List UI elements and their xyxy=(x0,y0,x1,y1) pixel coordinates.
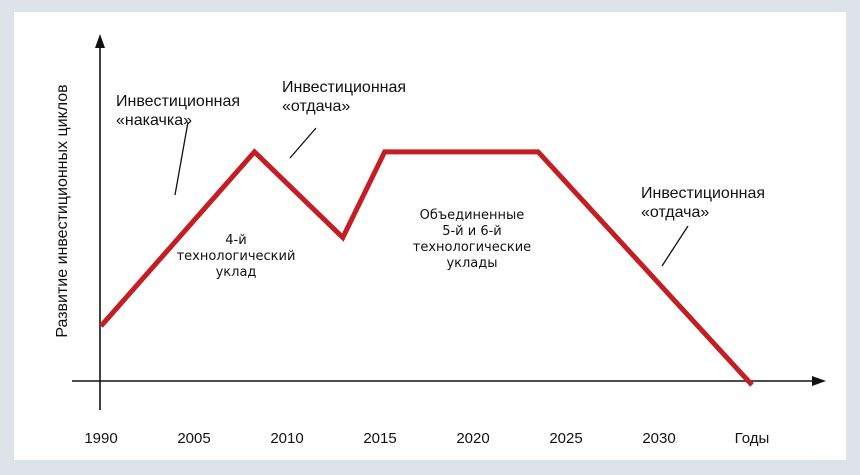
x-tick-labels: 1990 2005 2010 2015 2020 2025 2030 Годы xyxy=(84,430,769,447)
y-axis-label: Развитие инвестиционных циклов xyxy=(54,84,71,337)
annotation-pump-line2: «накачка» xyxy=(116,112,192,129)
annotation-pump-line1: Инвестиционная xyxy=(116,93,240,110)
x-tick-label: 2025 xyxy=(549,430,582,447)
region56-line4: уклады xyxy=(446,256,497,271)
annotation-return2-line2: «отдача» xyxy=(641,204,709,221)
x-tick-label: 1990 xyxy=(84,430,117,447)
region56-line2: 5-й и 6-й xyxy=(442,224,502,239)
region4-line1: 4-й xyxy=(225,233,246,248)
annotation-return2-line1: Инвестиционная xyxy=(641,185,765,202)
pointer-pump xyxy=(174,121,189,196)
annotation-pump: Инвестиционная «накачка» xyxy=(116,93,240,129)
annotation-return1: Инвестиционная «отдача» xyxy=(282,79,406,115)
pointer-return1 xyxy=(289,127,317,159)
axes xyxy=(72,34,826,410)
region56-line1: Объединенные xyxy=(420,208,525,223)
annotation-region56: Объединенные 5-й и 6-й технологические у… xyxy=(413,208,531,271)
annotation-pointers xyxy=(174,121,689,267)
pointer-return2 xyxy=(661,225,689,267)
series-line xyxy=(99,148,754,387)
region56-line3: технологические xyxy=(413,240,531,255)
region4-line3: уклад xyxy=(216,265,257,280)
y-axis-arrow xyxy=(95,34,105,48)
annotation-region4: 4-й технологический уклад xyxy=(177,233,296,280)
annotation-return1-line2: «отдача» xyxy=(282,98,350,115)
x-tick-label: 2015 xyxy=(363,430,396,447)
chart-panel xyxy=(14,12,846,460)
annotation-return1-line1: Инвестиционная xyxy=(282,79,406,96)
x-tick-label: 2030 xyxy=(642,430,675,447)
x-axis-end-label: Годы xyxy=(735,430,770,447)
x-tick-label: 2010 xyxy=(270,430,303,447)
annotation-return2: Инвестиционная «отдача» xyxy=(641,185,765,221)
x-axis-arrow xyxy=(812,376,826,386)
x-tick-label: 2020 xyxy=(456,430,489,447)
region4-line2: технологический xyxy=(177,249,296,264)
x-tick-label: 2005 xyxy=(177,430,210,447)
